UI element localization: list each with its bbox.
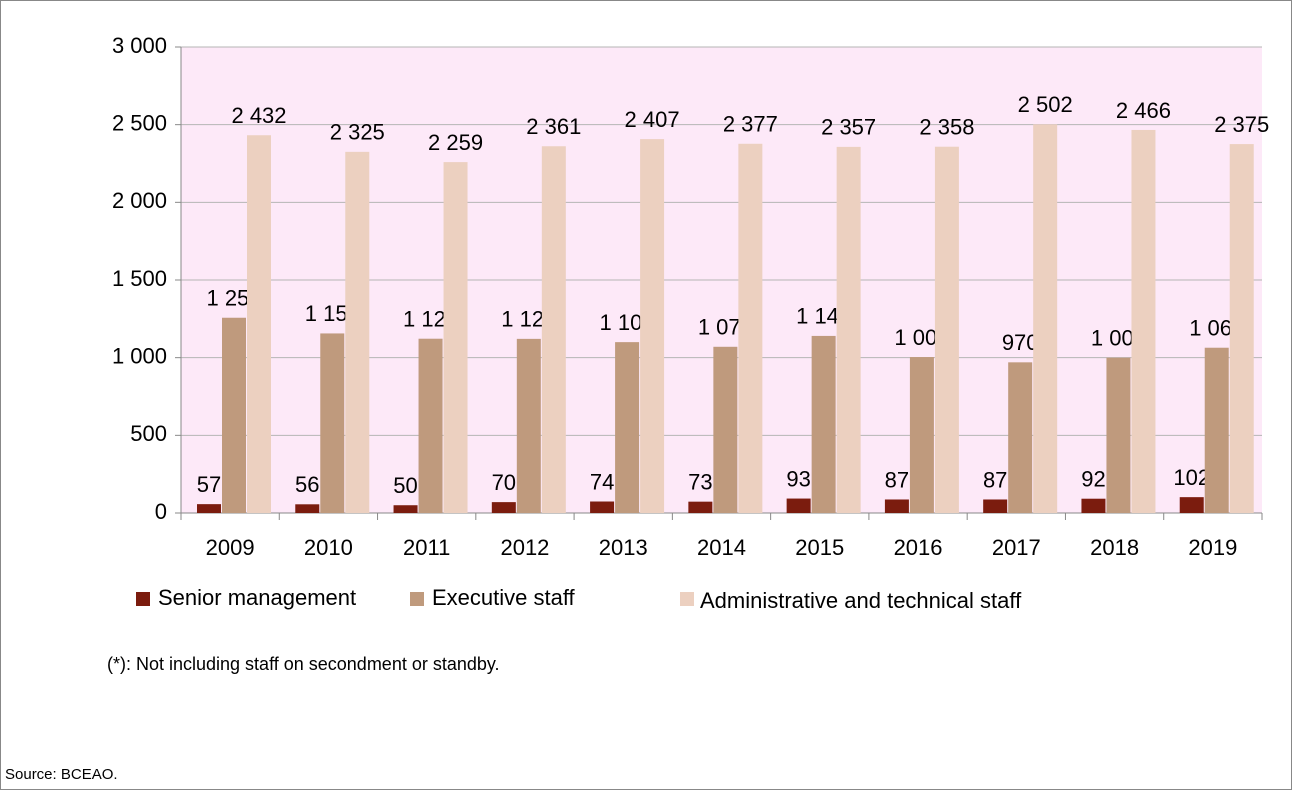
bar [909, 357, 934, 513]
value-label: 57 [197, 472, 221, 497]
value-label: 970 [1002, 330, 1039, 355]
y-tick-label: 3 000 [112, 33, 167, 58]
value-label: 2 325 [330, 120, 385, 145]
legend-swatch [136, 592, 150, 606]
x-tick-label: 2019 [1188, 535, 1237, 560]
bar [590, 501, 615, 513]
x-tick-label: 2010 [304, 535, 353, 560]
legend-label: Senior management [158, 585, 356, 610]
bar [1131, 129, 1156, 513]
x-tick-label: 2011 [403, 535, 450, 560]
value-label: 92 [1081, 467, 1105, 492]
bar [345, 151, 370, 513]
x-tick-label: 2009 [206, 535, 255, 560]
bar [418, 338, 443, 513]
y-tick-label: 2 000 [112, 188, 167, 213]
bar [247, 135, 271, 513]
x-tick-label: 2018 [1090, 535, 1139, 560]
value-label: 2 466 [1116, 98, 1171, 123]
bar [1179, 497, 1204, 513]
source: Source: BCEAO. [5, 766, 118, 783]
value-label: 73 [688, 469, 712, 494]
x-tick-label: 2017 [992, 535, 1041, 560]
bar [836, 146, 861, 513]
bar [393, 505, 418, 513]
value-label: 74 [590, 469, 614, 494]
legend-label: Administrative and technical staff [700, 588, 1022, 613]
bar [640, 139, 665, 513]
bar [983, 499, 1008, 513]
bar [541, 146, 566, 513]
value-label: 2 358 [919, 115, 974, 140]
bar [1204, 347, 1229, 513]
value-label: 2 259 [428, 130, 483, 155]
bar [884, 499, 909, 513]
bar [516, 338, 541, 513]
value-label: 2 357 [821, 115, 876, 140]
bar [1033, 124, 1058, 513]
bar [1081, 498, 1106, 513]
bar [1229, 144, 1254, 514]
legend-label: Executive staff [432, 585, 576, 610]
y-tick-label: 2 500 [112, 110, 167, 135]
legend-swatch [410, 592, 424, 606]
value-label: 2 502 [1018, 92, 1073, 117]
value-label: 2 361 [526, 114, 581, 139]
value-label: 102 [1173, 465, 1210, 490]
bar [934, 146, 959, 513]
value-label: 2 432 [231, 103, 286, 128]
y-tick-label: 0 [155, 499, 167, 524]
bar [713, 346, 738, 513]
bar [615, 342, 640, 513]
bar [738, 143, 763, 514]
x-tick-label: 2016 [894, 535, 943, 560]
bar [295, 504, 320, 513]
x-tick-label: 2013 [599, 535, 648, 560]
bar [443, 162, 468, 514]
bar [688, 501, 713, 513]
footnote: (*): Not including staff on secondment o… [107, 654, 500, 674]
value-label: 87 [983, 467, 1007, 492]
bar [1008, 362, 1033, 513]
x-tick-label: 2014 [697, 535, 746, 560]
value-label: 50 [393, 473, 417, 498]
bar [786, 498, 811, 513]
value-label: 93 [786, 466, 810, 491]
value-label: 2 407 [625, 107, 680, 132]
value-label: 87 [885, 467, 909, 492]
value-label: 56 [295, 472, 319, 497]
value-label: 70 [492, 470, 516, 495]
x-tick-label: 2015 [795, 535, 844, 560]
bar [1106, 357, 1131, 513]
x-tick-label: 2012 [500, 535, 549, 560]
bar [320, 333, 345, 513]
value-label: 2 375 [1214, 112, 1269, 137]
bar [222, 317, 246, 513]
bar [811, 335, 836, 513]
legend-swatch [680, 592, 694, 606]
y-tick-label: 1 500 [112, 266, 167, 291]
bar [491, 502, 516, 513]
y-tick-label: 500 [130, 421, 167, 446]
bar [197, 504, 221, 513]
value-label: 2 377 [723, 112, 778, 137]
y-tick-label: 1 000 [112, 343, 167, 368]
